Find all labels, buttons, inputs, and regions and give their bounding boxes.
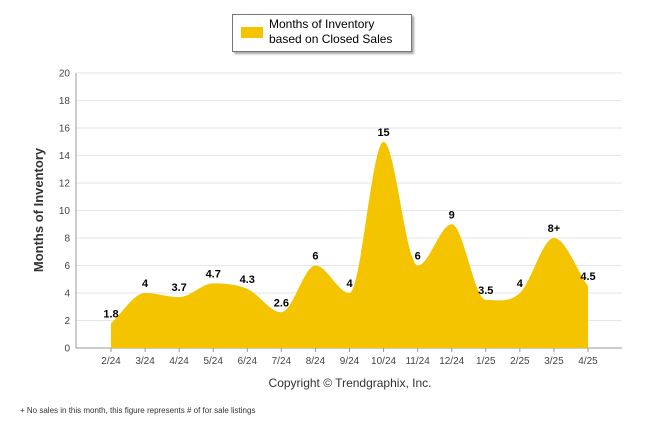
legend: Months of Inventory based on Closed Sale… (232, 14, 412, 52)
x-axis-title: Copyright © Trendgraphix, Inc. (269, 376, 432, 390)
legend-label: Months of Inventory based on Closed Sale… (269, 17, 393, 46)
data-label: 4.7 (206, 268, 221, 280)
data-label: 9 (449, 209, 455, 221)
legend-swatch (241, 27, 263, 38)
x-tick-label: 12/24 (439, 356, 464, 367)
y-tick-label: 2 (64, 316, 70, 327)
x-tick-label: 7/24 (272, 356, 292, 367)
x-tick-label: 9/24 (340, 356, 360, 367)
y-tick-label: 6 (64, 261, 70, 272)
y-tick-label: 4 (64, 289, 70, 300)
y-tick-label: 16 (59, 124, 71, 135)
y-tick-label: 12 (59, 179, 71, 190)
x-tick-label: 4/24 (169, 356, 189, 367)
x-tick-label: 8/24 (306, 356, 326, 367)
data-label: 3.5 (478, 285, 493, 297)
y-axis-ticks: 0 2 4 6 8 10 12 14 16 18 20 (59, 69, 71, 355)
data-label: 4.3 (240, 274, 255, 286)
data-label: 4 (346, 278, 353, 290)
data-label: 2.6 (274, 297, 289, 309)
x-tick-label: 3/25 (544, 356, 564, 367)
x-tick-label: 2/25 (510, 356, 530, 367)
x-tick-label: 2/24 (101, 356, 121, 367)
data-label: 1.8 (103, 308, 118, 320)
data-label: 8+ (548, 223, 561, 235)
y-axis-title: Months of Inventory (31, 147, 46, 272)
y-tick-label: 18 (59, 96, 71, 107)
data-label: 4 (142, 278, 149, 290)
x-tick-label: 10/24 (371, 356, 396, 367)
data-label: 4 (517, 278, 524, 290)
x-tick-label: 11/24 (405, 356, 430, 367)
series-area (111, 141, 588, 348)
x-axis-ticks: 2/24 3/24 4/24 5/24 6/24 7/24 8/24 9/24 10/24 11/… (101, 348, 598, 367)
x-tick-label: 3/24 (135, 356, 155, 367)
data-labels: 1.8 4 3.7 4.7 4.3 2.6 6 4 15 6 9 3.5 4 8+ 4.5 (103, 127, 595, 321)
y-tick-label: 20 (59, 69, 71, 80)
x-tick-label: 6/24 (238, 356, 258, 367)
footnote: + No sales in this month, this figure re… (20, 406, 256, 415)
data-label: 6 (312, 251, 318, 263)
x-tick-label: 1/25 (476, 356, 496, 367)
x-tick-label: 5/24 (203, 356, 223, 367)
y-tick-label: 10 (59, 206, 71, 217)
series-area-fill (111, 141, 588, 348)
data-label: 6 (415, 251, 421, 263)
x-tick-label: 4/25 (578, 356, 598, 367)
data-label: 15 (377, 127, 389, 139)
y-tick-label: 14 (59, 151, 71, 162)
data-label: 4.5 (580, 271, 595, 283)
y-tick-label: 0 (64, 344, 70, 355)
data-label: 3.7 (171, 282, 186, 294)
y-tick-label: 8 (64, 234, 70, 245)
